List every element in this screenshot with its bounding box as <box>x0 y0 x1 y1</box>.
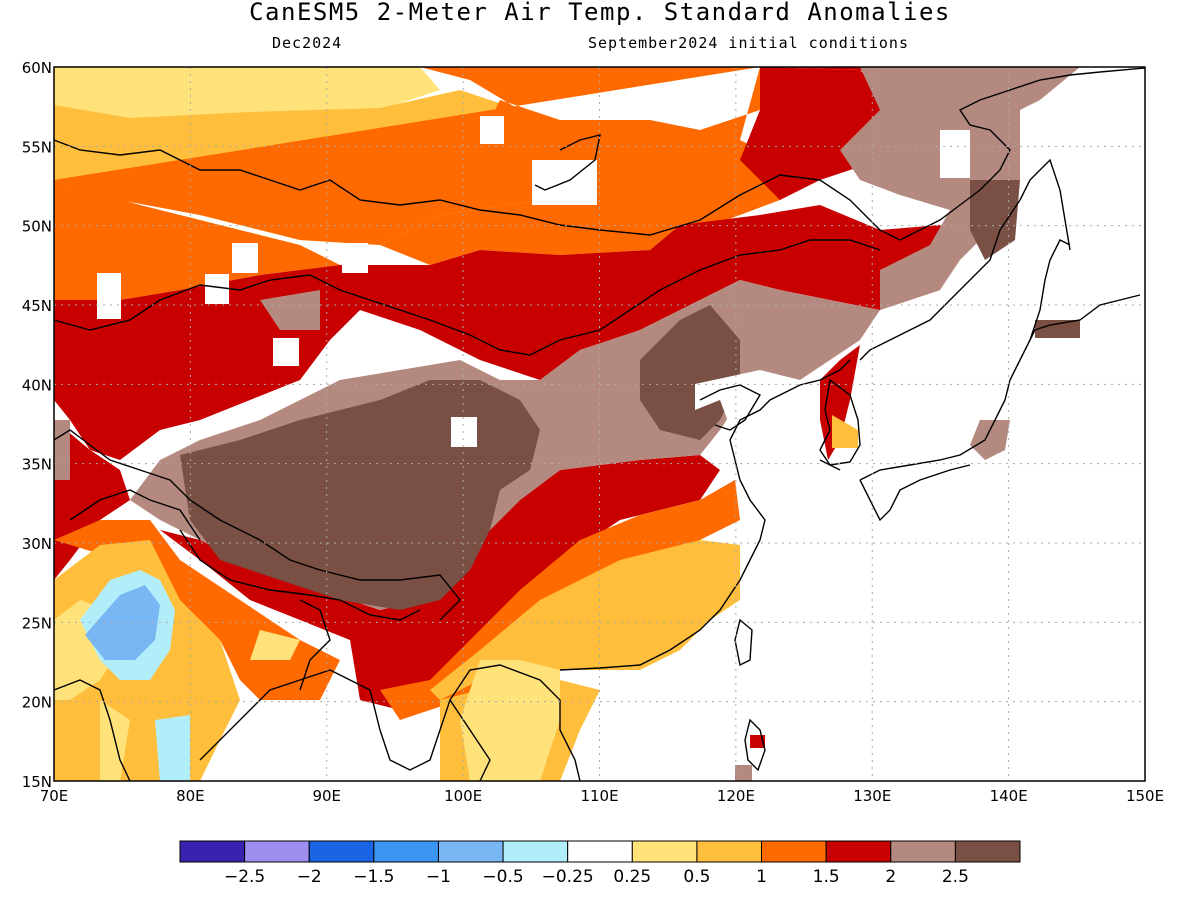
colorbar: −2.5 −2 −1.5 −1 −0.5 −0.25 0.25 0.5 1 1.5 2 2.5 <box>179 840 1021 887</box>
colorbar-swatch <box>631 840 698 863</box>
lat-tick-label: 30N <box>22 535 52 553</box>
colorbar-label: −1.5 <box>353 867 394 887</box>
valid-month-label: Dec2024 <box>272 34 343 52</box>
lon-tick-label: 110E <box>580 787 618 805</box>
lat-tick-label: 40N <box>22 376 52 394</box>
colorbar-label: 0.25 <box>613 867 651 887</box>
colorbar-swatch <box>179 840 246 863</box>
colorbar-swatch <box>761 840 827 863</box>
lon-tick-label: 90E <box>312 787 341 805</box>
init-conditions-label: September2024 initial conditions <box>588 34 909 52</box>
lon-tick-label: 140E <box>990 787 1028 805</box>
lat-lon-grid <box>54 67 1145 781</box>
lat-tick-label: 25N <box>22 614 52 632</box>
colorbar-swatch <box>373 840 439 863</box>
colorbar-label: −2 <box>297 867 322 887</box>
colorbar-swatch <box>502 840 569 863</box>
colorbar-swatch <box>696 840 763 863</box>
colorbar-swatch <box>437 840 504 863</box>
map-frame <box>53 66 1146 782</box>
colorbar-label: 2.5 <box>942 867 969 887</box>
lon-tick-label: 130E <box>853 787 891 805</box>
lat-tick-label: 35N <box>22 456 52 474</box>
coastlines-borders <box>54 67 1145 781</box>
colorbar-swatch <box>954 840 1021 863</box>
colorbar-label: 1 <box>756 867 767 887</box>
colorbar-label: −0.5 <box>482 867 523 887</box>
lon-tick-label: 80E <box>176 787 205 805</box>
colorbar-label: −1 <box>426 867 451 887</box>
colorbar-swatch <box>244 840 310 863</box>
lat-tick-label: 55N <box>22 138 52 156</box>
colorbar-swatch <box>308 840 375 863</box>
latitude-ticks: 60N 55N 50N 45N 40N 35N 30N 25N 20N 15N <box>22 59 52 791</box>
lat-tick-label: 45N <box>22 297 52 315</box>
lon-tick-label: 120E <box>717 787 755 805</box>
lat-tick-label: 50N <box>22 218 52 236</box>
lon-tick-label: 100E <box>444 787 482 805</box>
lon-tick-label: 150E <box>1126 787 1164 805</box>
colorbar-label: −0.25 <box>542 867 594 887</box>
colorbar-swatch <box>890 840 956 863</box>
lat-tick-label: 60N <box>22 59 52 77</box>
anomaly-field <box>54 67 1145 781</box>
colorbar-label: −2.5 <box>224 867 265 887</box>
colorbar-swatch <box>567 840 633 863</box>
lat-tick-label: 15N <box>22 773 52 791</box>
lon-tick-label: 70E <box>40 787 69 805</box>
colorbar-label: 1.5 <box>813 867 840 887</box>
lat-tick-label: 20N <box>22 694 52 712</box>
longitude-ticks: 70E 80E 90E 100E 110E 120E 130E 140E 150E <box>40 787 1164 805</box>
colorbar-label: 0.5 <box>683 867 710 887</box>
map-title: CanESM5 2-Meter Air Temp. Standard Anoma… <box>249 0 951 26</box>
colorbar-label: 2 <box>885 867 896 887</box>
colorbar-swatch <box>825 840 892 863</box>
